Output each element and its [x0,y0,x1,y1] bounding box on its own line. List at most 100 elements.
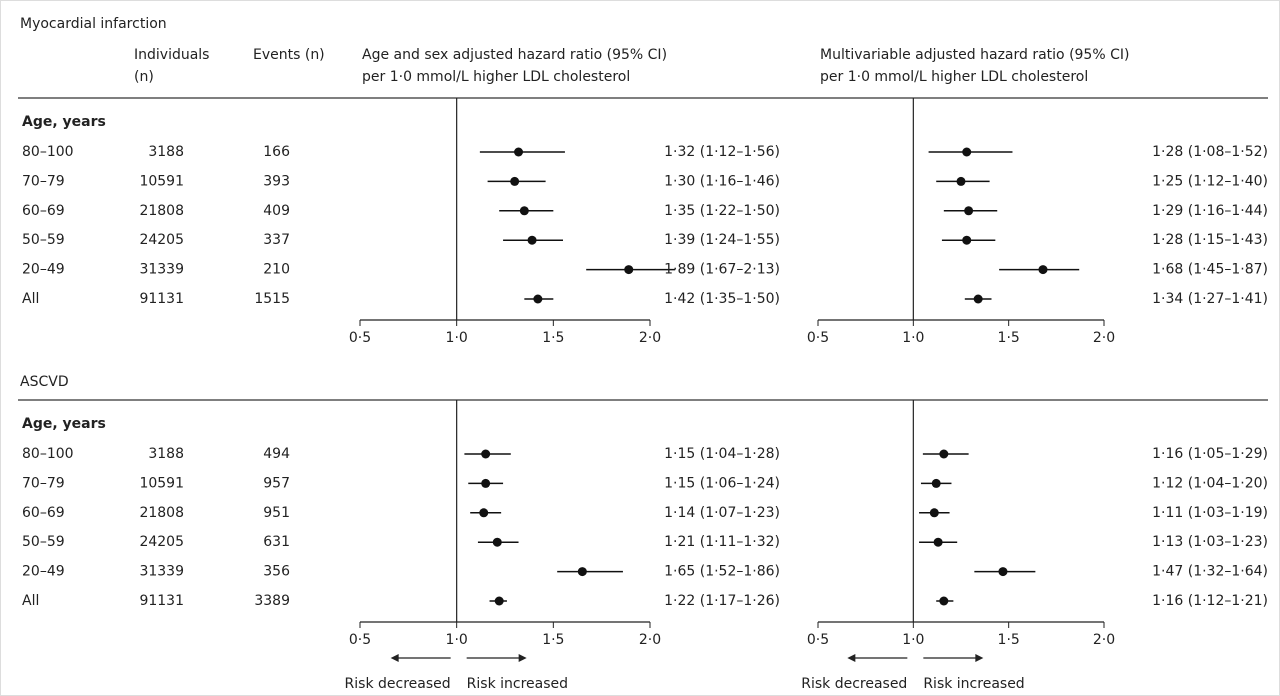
point-estimate [998,567,1008,577]
annotation: Risk increased [923,676,1024,692]
individuals: 10591 [139,173,184,189]
x-tick-label: 0·5 [349,330,371,346]
individuals: 3188 [148,446,184,462]
point-estimate [577,567,587,577]
x-tick-label: 1·0 [902,632,924,648]
point-estimate [929,508,939,518]
value-label: 1·47 (1·32–1·64) [1152,564,1268,580]
row-label: 80–100 [22,446,74,462]
value-label: 1·15 (1·06–1·24) [664,475,780,491]
individuals: 3188 [148,144,184,160]
section-title: ASCVD [20,374,69,390]
point-estimate [1038,265,1048,275]
annotation: Risk decreased [345,676,451,692]
series-header: Age and sex adjusted hazard ratio (95% C… [362,47,667,63]
point-estimate [481,478,491,488]
events: 337 [263,232,290,248]
value-label: 1·29 (1·16–1·44) [1152,203,1268,219]
point-estimate [624,265,634,275]
events: 951 [263,505,290,521]
value-label: 1·13 (1·03–1·23) [1152,534,1268,550]
arrow-head [975,654,984,662]
individuals: 21808 [139,505,184,521]
events: 393 [263,173,290,189]
point-estimate [933,537,943,547]
value-label: 1·34 (1·27–1·41) [1152,291,1268,307]
column-header: (n) [134,69,154,85]
events: 631 [263,534,290,550]
annotation: Risk decreased [801,676,907,692]
arrow-head [847,654,856,662]
point-estimate [479,508,489,518]
group-label: Age, years [22,114,106,130]
annotation: Risk increased [467,676,568,692]
value-label: 1·39 (1·24–1·55) [664,232,780,248]
point-estimate [492,537,502,547]
value-label: 1·35 (1·22–1·50) [664,203,780,219]
point-estimate [956,176,966,186]
x-tick-label: 2·0 [1093,330,1115,346]
value-label: 1·28 (1·15–1·43) [1152,232,1268,248]
row-label: All [22,593,39,609]
x-tick-label: 1·5 [542,330,564,346]
series-header: per 1·0 mmol/L higher LDL cholesterol [362,69,630,85]
x-tick-label: 1·5 [998,632,1020,648]
x-tick-label: 1·5 [542,632,564,648]
group-label: Age, years [22,416,106,432]
point-estimate [931,478,941,488]
point-estimate [510,176,520,186]
individuals: 10591 [139,475,184,491]
row-label: 20–49 [22,262,65,278]
series-header: per 1·0 mmol/L higher LDL cholesterol [820,69,1088,85]
x-tick-label: 2·0 [639,632,661,648]
row-label: 70–79 [22,475,65,491]
value-label: 1·11 (1·03–1·19) [1152,505,1268,521]
arrow-head [518,654,527,662]
value-label: 1·89 (1·67–2·13) [664,262,780,278]
events: 957 [263,475,290,491]
point-estimate [494,596,504,606]
point-estimate [481,449,491,459]
value-label: 1·12 (1·04–1·20) [1152,475,1268,491]
point-estimate [973,294,983,304]
point-estimate [939,596,949,606]
individuals: 31339 [139,564,184,580]
events: 494 [263,446,290,462]
value-label: 1·16 (1·12–1·21) [1152,593,1268,609]
point-estimate [533,294,543,304]
x-tick-label: 0·5 [349,632,371,648]
value-label: 1·32 (1·12–1·56) [664,144,780,160]
x-tick-label: 1·0 [902,330,924,346]
series-header: Multivariable adjusted hazard ratio (95%… [820,47,1129,63]
point-estimate [962,235,972,245]
events: 1515 [254,291,290,307]
value-label: 1·22 (1·17–1·26) [664,593,780,609]
x-tick-label: 0·5 [807,330,829,346]
row-label: 60–69 [22,203,65,219]
row-label: 50–59 [22,534,65,550]
point-estimate [939,449,949,459]
x-tick-label: 1·0 [446,330,468,346]
individuals: 21808 [139,203,184,219]
row-label: 60–69 [22,505,65,521]
point-estimate [514,147,524,157]
value-label: 1·30 (1·16–1·46) [664,173,780,189]
x-tick-label: 0·5 [807,632,829,648]
arrow-head [390,654,399,662]
value-label: 1·15 (1·04–1·28) [664,446,780,462]
events: 356 [263,564,290,580]
point-estimate [962,147,972,157]
x-tick-label: 1·5 [998,330,1020,346]
events: 166 [263,144,290,160]
x-tick-label: 2·0 [1093,632,1115,648]
individuals: 91131 [139,291,184,307]
individuals: 24205 [139,534,184,550]
events: 210 [263,262,290,278]
value-label: 1·14 (1·07–1·23) [664,505,780,521]
row-label: 20–49 [22,564,65,580]
events: 409 [263,203,290,219]
x-tick-label: 1·0 [446,632,468,648]
value-label: 1·65 (1·52–1·86) [664,564,780,580]
